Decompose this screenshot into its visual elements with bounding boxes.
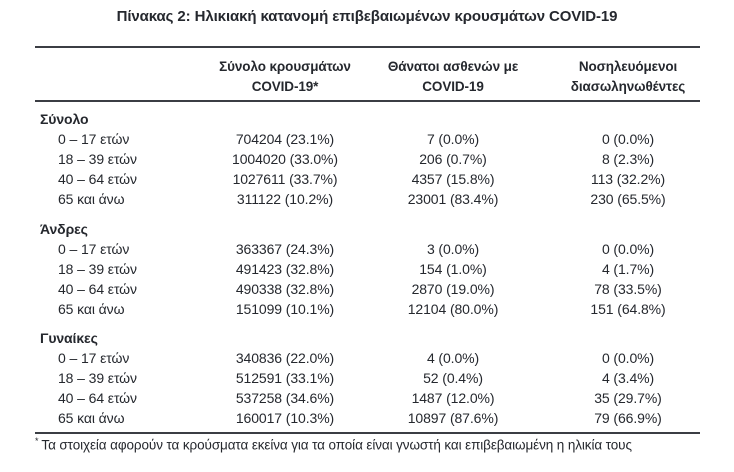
- table-footnote: * Τα στοιχεία αφορούν τα κρούσματα εκείνα…: [35, 436, 632, 453]
- deaths-cell: 4 (0.0%): [426, 350, 480, 366]
- covid-age-table: Σύνολο κρουσμάτων COVID-19* Θάνατοι ασθε…: [35, 46, 700, 434]
- header-deaths-line1: Θάνατοι ασθενών με: [387, 59, 519, 74]
- intubated-cell: 0 (0.0%): [601, 241, 655, 257]
- age-group-label: 40 – 64 ετών: [58, 171, 137, 187]
- deaths-cell: 7 (0.0%): [426, 131, 480, 147]
- header-deaths: Θάνατοι ασθενών με COVID-19: [378, 57, 528, 100]
- intubated-cell: 230 (65.5%): [590, 191, 666, 207]
- section-label: Σύνολο: [40, 111, 89, 127]
- deaths-cell: 206 (0.7%): [419, 151, 487, 167]
- table-row: 0 – 17 ετών 363367 (24.3%) 3 (0.0%) 0 (0…: [35, 239, 700, 259]
- deaths-cell: 52 (0.4%): [423, 370, 483, 386]
- table-row: 18 – 39 ετών 512591 (33.1%) 52 (0.4%) 4 …: [35, 368, 700, 388]
- cases-cell: 1027611 (33.7%): [232, 171, 338, 187]
- intubated-cell: 151 (64.8%): [590, 301, 666, 317]
- table-row: 40 – 64 ετών 1027611 (33.7%) 4357 (15.8%…: [35, 169, 700, 189]
- intubated-cell: 113 (32.2%): [590, 171, 666, 187]
- cases-cell: 151099 (10.1%): [235, 301, 335, 317]
- header-total-cases: Σύνολο κρουσμάτων COVID-19*: [192, 57, 378, 100]
- deaths-cell: 1487 (12.0%): [411, 390, 495, 406]
- deaths-cell: 3 (0.0%): [426, 241, 480, 257]
- intubated-cell: 0 (0.0%): [601, 131, 655, 147]
- footnote-text: Τα στοιχεία αφορούν τα κρούσματα εκείνα …: [41, 437, 632, 453]
- cases-cell: 363367 (24.3%): [235, 241, 335, 257]
- section-row-total: Σύνολο: [35, 102, 700, 129]
- table-row: 65 και άνω 160017 (10.3%) 10897 (87.6%) …: [35, 408, 700, 428]
- cases-cell: 537258 (34.6%): [235, 390, 335, 406]
- section-row-women: Γυναίκες: [35, 319, 700, 348]
- deaths-cell: 154 (1.0%): [419, 261, 487, 277]
- age-group-label: 0 – 17 ετών: [58, 350, 130, 366]
- header-deaths-line2: COVID-19: [422, 79, 484, 94]
- section-row-men: Άνδρες: [35, 209, 700, 239]
- age-group-label: 65 και άνω: [58, 410, 125, 426]
- header-intubated: Νοσηλευόμενοι διασωληνωθέντες: [528, 57, 700, 100]
- age-group-label: 0 – 17 ετών: [58, 131, 130, 147]
- header-intubated-line2: διασωληνωθέντες: [570, 79, 686, 94]
- cases-cell: 704204 (23.1%): [235, 131, 335, 147]
- table-row: 18 – 39 ετών 491423 (32.8%) 154 (1.0%) 4…: [35, 259, 700, 279]
- cases-cell: 160017 (10.3%): [235, 410, 335, 426]
- table-row: 18 – 39 ετών 1004020 (33.0%) 206 (0.7%) …: [35, 149, 700, 169]
- age-group-label: 40 – 64 ετών: [58, 281, 137, 297]
- table-row: 0 – 17 ετών 704204 (23.1%) 7 (0.0%) 0 (0…: [35, 129, 700, 149]
- table-title: Πίνακας 2: Ηλικιακή κατανομή επιβεβαιωμέ…: [116, 8, 618, 25]
- intubated-cell: 79 (66.9%): [594, 410, 662, 426]
- table-row: 0 – 17 ετών 340836 (22.0%) 4 (0.0%) 0 (0…: [35, 348, 700, 368]
- cases-cell: 311122 (10.2%): [236, 191, 334, 207]
- section-label: Γυναίκες: [40, 330, 98, 346]
- age-group-label: 18 – 39 ετών: [58, 151, 137, 167]
- table-row: 40 – 64 ετών 537258 (34.6%) 1487 (12.0%)…: [35, 388, 700, 408]
- deaths-cell: 4357 (15.8%): [411, 171, 495, 187]
- header-intubated-line1: Νοσηλευόμενοι: [578, 59, 678, 74]
- table-row: 40 – 64 ετών 490338 (32.8%) 2870 (19.0%)…: [35, 279, 700, 299]
- intubated-cell: 8 (2.3%): [601, 151, 655, 167]
- age-group-label: 18 – 39 ετών: [58, 370, 137, 386]
- deaths-cell: 10897 (87.6%): [407, 410, 499, 426]
- deaths-cell: 12104 (80.0%): [407, 301, 499, 317]
- cases-cell: 340836 (22.0%): [235, 350, 335, 366]
- cases-cell: 512591 (33.1%): [235, 370, 335, 386]
- intubated-cell: 35 (29.7%): [594, 390, 662, 406]
- age-group-label: 0 – 17 ετών: [58, 241, 130, 257]
- table-row: 65 και άνω 311122 (10.2%) 23001 (83.4%) …: [35, 189, 700, 209]
- table-body: Σύνολο 0 – 17 ετών 704204 (23.1%) 7 (0.0…: [35, 102, 700, 432]
- deaths-cell: 2870 (19.0%): [411, 281, 495, 297]
- age-group-label: 18 – 39 ετών: [58, 261, 137, 277]
- intubated-cell: 0 (0.0%): [601, 350, 655, 366]
- age-group-label: 65 και άνω: [58, 301, 125, 317]
- header-total-cases-line2: COVID-19*: [251, 79, 319, 94]
- intubated-cell: 78 (33.5%): [594, 281, 662, 297]
- header-total-cases-line1: Σύνολο κρουσμάτων: [219, 59, 351, 74]
- cases-cell: 490338 (32.8%): [235, 281, 335, 297]
- cases-cell: 1004020 (33.0%): [232, 151, 338, 167]
- footnote-marker: *: [35, 436, 39, 446]
- age-group-label: 65 και άνω: [58, 191, 125, 207]
- intubated-cell: 4 (3.4%): [601, 370, 655, 386]
- table-row: 65 και άνω 151099 (10.1%) 12104 (80.0%) …: [35, 299, 700, 319]
- age-group-label: 40 – 64 ετών: [58, 390, 137, 406]
- header-empty-cell: [35, 97, 192, 100]
- section-label: Άνδρες: [40, 221, 88, 237]
- table-header-row: Σύνολο κρουσμάτων COVID-19* Θάνατοι ασθε…: [35, 48, 700, 102]
- cases-cell: 491423 (32.8%): [235, 261, 335, 277]
- deaths-cell: 23001 (83.4%): [407, 191, 499, 207]
- intubated-cell: 4 (1.7%): [601, 261, 655, 277]
